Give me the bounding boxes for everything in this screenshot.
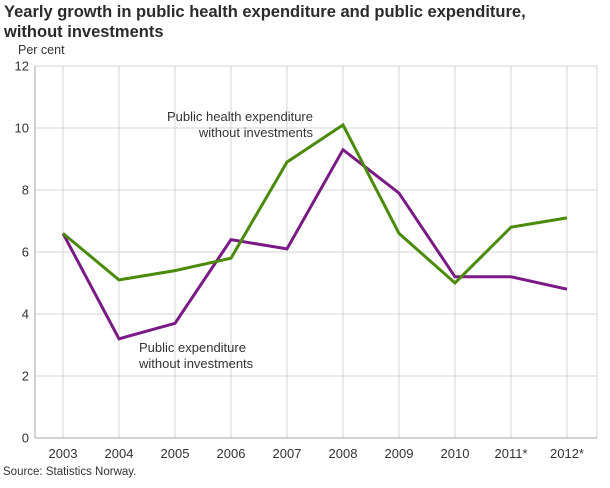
x-tick-label: 2003 (49, 446, 78, 461)
y-tick-label: 12 (15, 59, 29, 74)
x-tick-label: 2009 (385, 446, 414, 461)
y-axis-unit-label: Per cent (18, 43, 65, 57)
x-tick-label: 2011* (494, 446, 527, 461)
annotation-line: without investments (198, 125, 313, 140)
series-line-public-expenditure (61, 147, 568, 341)
x-tick-label: 2010 (441, 446, 470, 461)
x-tick-label: 2004 (105, 446, 134, 461)
annotation-line: without investments (139, 356, 254, 371)
series-annotation-public-expenditure: Public expenditure without investments (139, 340, 253, 372)
series-line-public-health-expenditure (62, 122, 568, 286)
annotation-line: Public expenditure (139, 340, 246, 355)
x-tick-label: 2007 (273, 446, 302, 461)
y-tick-label: 8 (22, 183, 29, 198)
y-tick-label: 2 (22, 369, 29, 384)
x-tick-label: 2012* (550, 446, 584, 461)
y-tick-label: 4 (22, 307, 29, 322)
x-tick-label: 2006 (217, 446, 246, 461)
y-tick-label: 6 (22, 245, 29, 260)
x-tick-label: 2005 (161, 446, 190, 461)
annotation-line: Public health expenditure (167, 109, 313, 124)
chart-title-line1: Yearly growth in public health expenditu… (4, 3, 526, 21)
y-tick-label: 10 (15, 121, 29, 136)
chart-title-line2: without investments (4, 23, 164, 41)
y-tick-label: 0 (22, 431, 29, 446)
source-note: Source: Statistics Norway. (3, 466, 137, 478)
chart-title: Yearly growth in public health expenditu… (4, 2, 604, 42)
x-tick-label: 2008 (329, 446, 358, 461)
series-annotation-health-expenditure: Public health expenditure without invest… (167, 109, 313, 141)
